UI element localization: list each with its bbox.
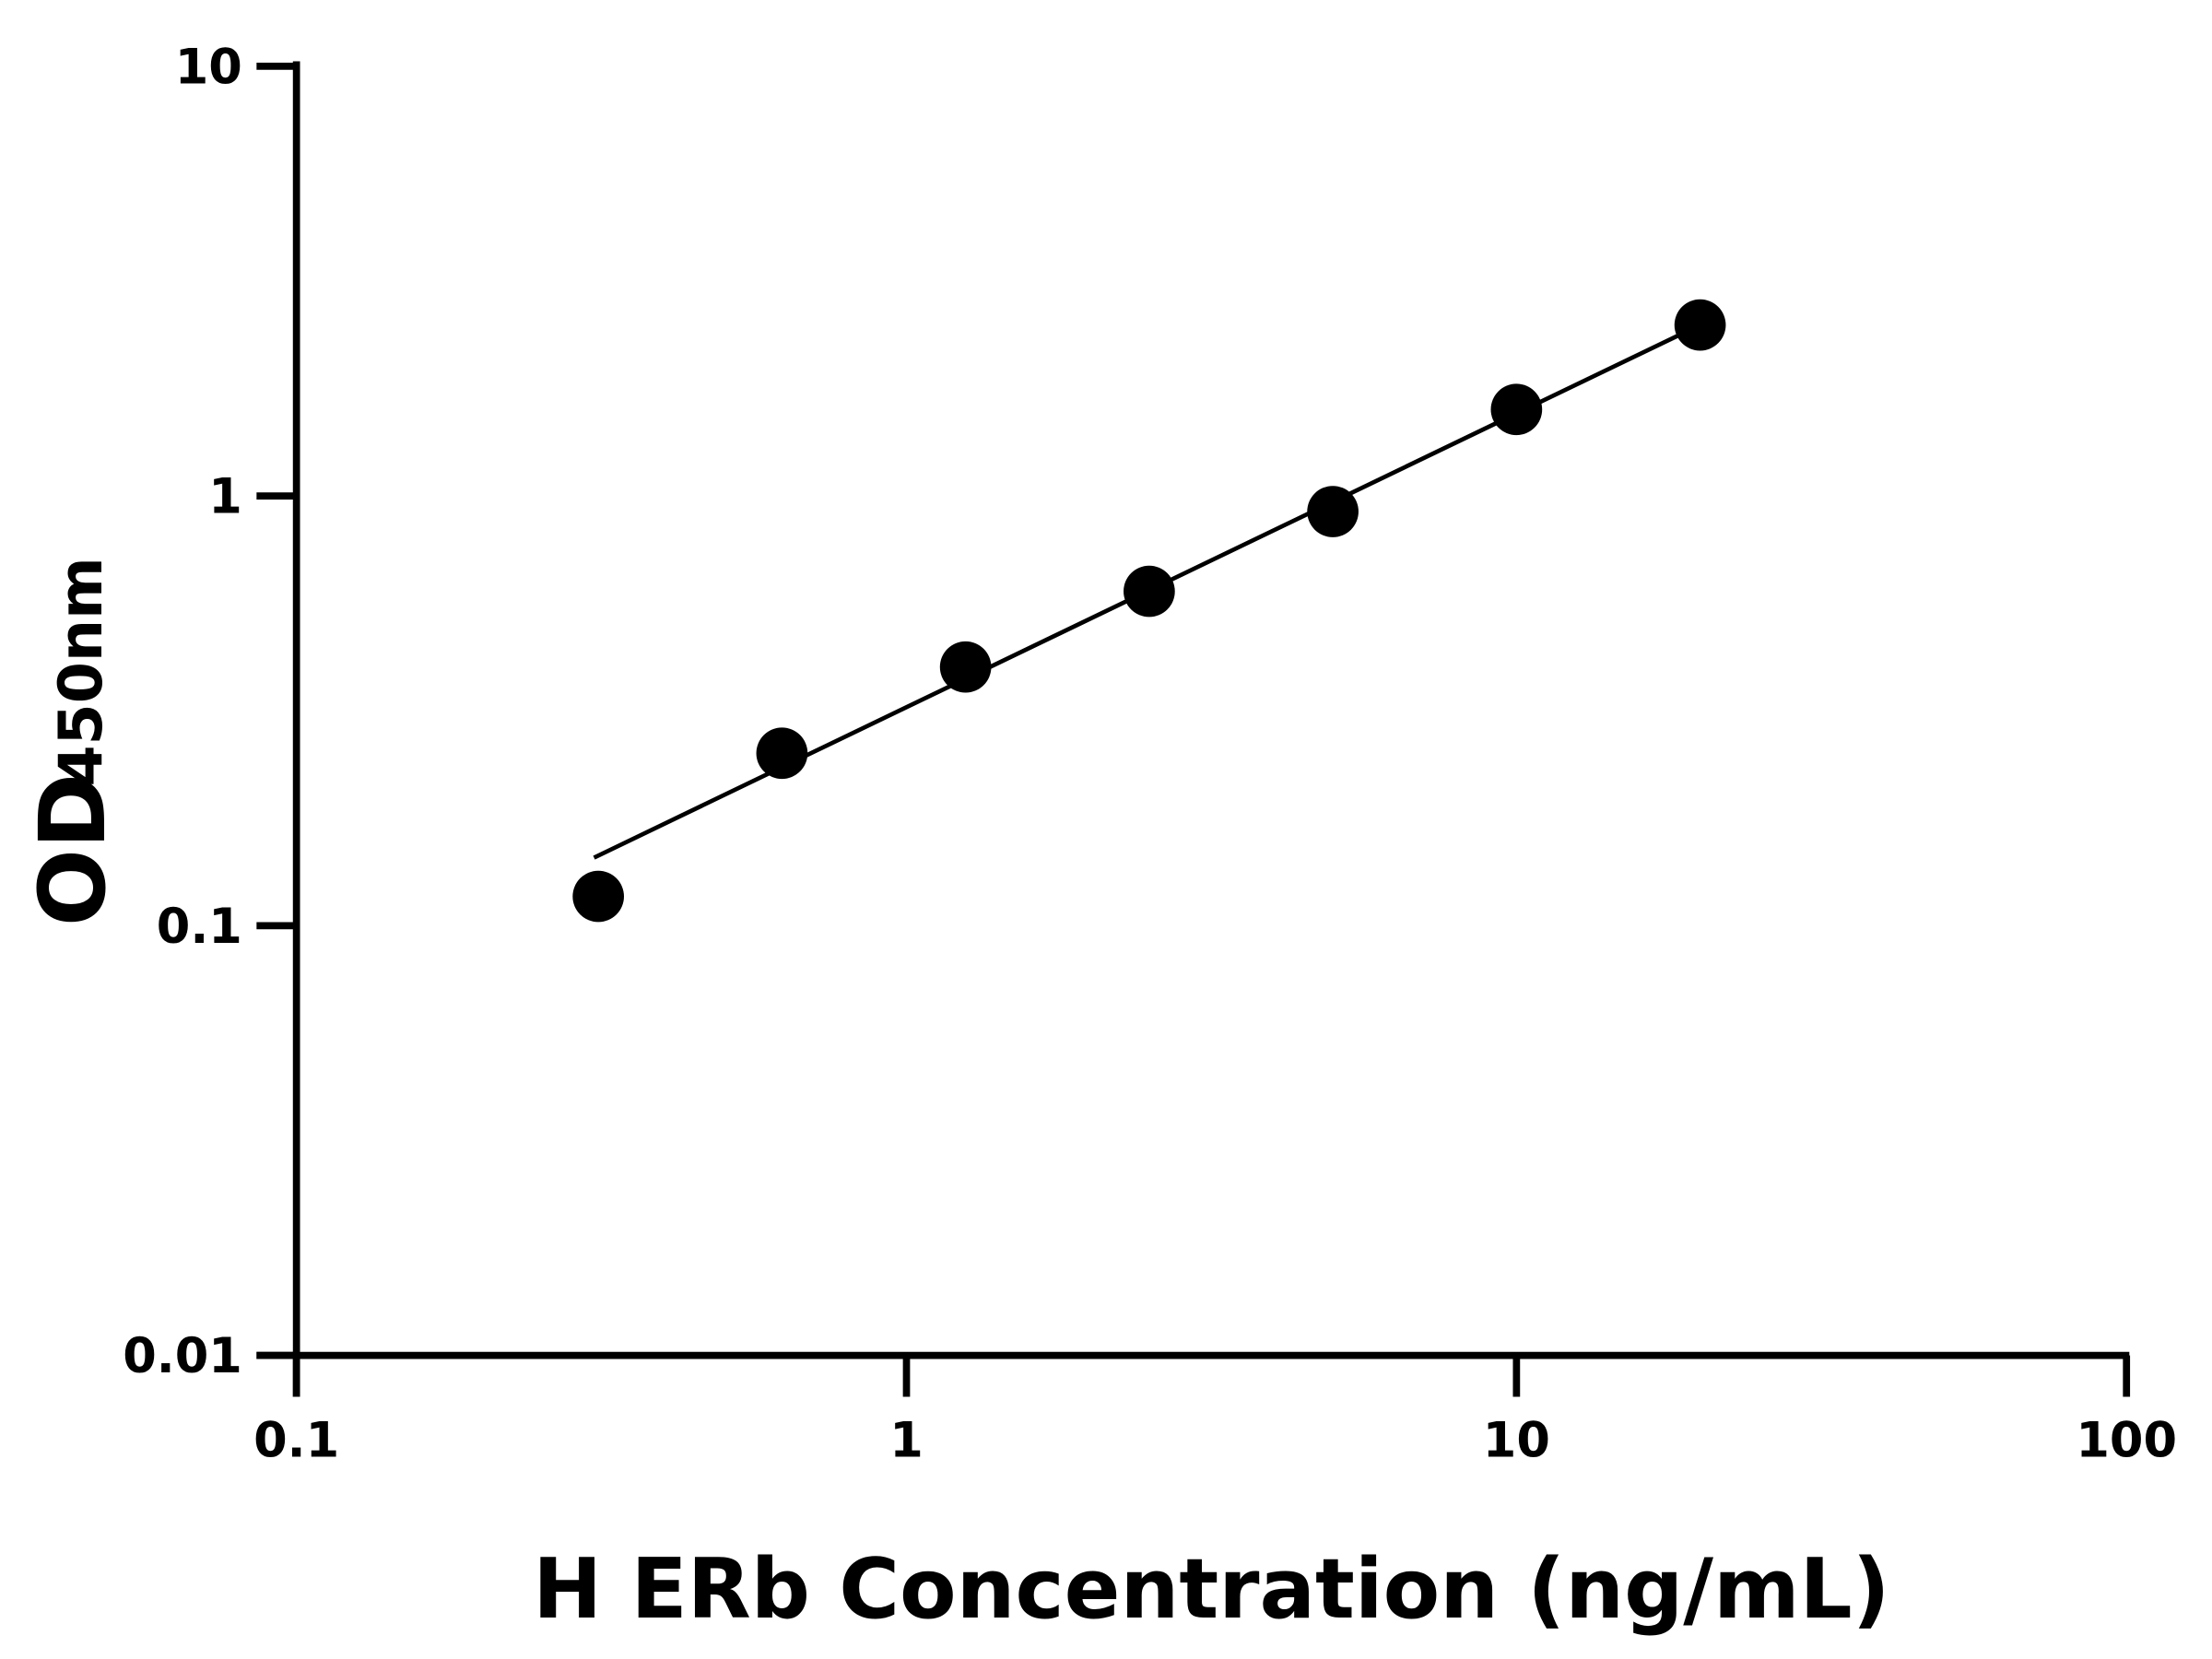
y-tick-label: 1 [208, 469, 242, 525]
data-point [1490, 383, 1543, 436]
data-point [939, 641, 992, 693]
data-point [1307, 486, 1359, 537]
data-point [1674, 299, 1726, 351]
x-tick-label: 1 [889, 1412, 924, 1468]
x-tick-label: 10 [1483, 1412, 1550, 1468]
data-point [572, 870, 625, 923]
x-axis-label: H ERb Concentration (ng/mL) [533, 1542, 1890, 1638]
x-tick-label: 0.1 [253, 1412, 339, 1468]
data-point [1124, 565, 1175, 618]
data-point [756, 727, 808, 780]
y-axis-label: OD [20, 773, 126, 926]
y-tick-label: 10 [175, 39, 242, 95]
axes [256, 61, 2130, 1397]
y-tick-label: 0.01 [123, 1328, 242, 1384]
y-tick-label: 0.1 [157, 899, 242, 955]
x-tick-label: 100 [2076, 1412, 2177, 1468]
y-axis-label-subscript: 450nm [47, 557, 116, 786]
